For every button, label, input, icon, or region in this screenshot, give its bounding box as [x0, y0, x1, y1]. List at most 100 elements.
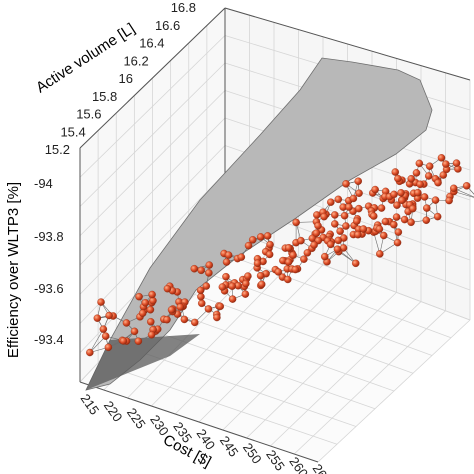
- data-point: [228, 282, 236, 290]
- data-point: [416, 180, 424, 189]
- y-tick-label: -93.4: [34, 332, 64, 347]
- data-point: [284, 244, 293, 252]
- data-point: [336, 227, 344, 235]
- data-point: [190, 264, 199, 273]
- data-point: [224, 251, 233, 259]
- data-point: [222, 272, 230, 281]
- data-point: [412, 169, 421, 177]
- data-point: [380, 231, 388, 240]
- data-point: [354, 177, 362, 185]
- data-point: [353, 217, 361, 225]
- z-tick-label: 15.6: [76, 107, 101, 122]
- data-point: [197, 292, 205, 301]
- data-point: [218, 283, 227, 291]
- mesh-edge: [89, 335, 106, 353]
- data-point: [86, 348, 94, 357]
- tick-labels: 215220225230235240245250255260265-93.4-9…: [34, 0, 334, 474]
- z-tick-label: 16.8: [171, 0, 196, 15]
- data-point: [433, 212, 442, 221]
- data-point: [197, 299, 206, 308]
- data-point: [314, 222, 322, 230]
- y-tick-label: -93.8: [34, 229, 64, 244]
- data-point: [104, 343, 113, 352]
- data-point: [450, 184, 458, 193]
- data-point: [197, 266, 205, 275]
- data-point: [422, 216, 431, 224]
- data-point: [398, 196, 406, 204]
- data-point: [415, 159, 424, 168]
- data-point: [354, 230, 362, 239]
- z-tick-label: 16.4: [139, 36, 164, 51]
- mesh-edge: [373, 232, 381, 254]
- x-tick-label: 225: [124, 405, 149, 431]
- data-point: [310, 241, 318, 249]
- data-point: [312, 229, 321, 237]
- data-point: [370, 212, 378, 220]
- x-tick-label: 245: [217, 433, 242, 459]
- data-point: [393, 238, 402, 247]
- data-point: [138, 309, 147, 317]
- data-point: [289, 251, 297, 259]
- data-point: [327, 198, 335, 206]
- data-point: [253, 259, 262, 268]
- data-point: [400, 215, 409, 224]
- data-point: [244, 241, 253, 250]
- data-point: [119, 337, 128, 345]
- data-point: [237, 253, 246, 261]
- data-point: [321, 252, 329, 261]
- data-point: [425, 172, 433, 180]
- data-point: [345, 203, 353, 211]
- data-point: [434, 178, 442, 187]
- data-point: [130, 327, 139, 336]
- data-point: [390, 220, 398, 229]
- data-point: [101, 332, 110, 340]
- data-point: [375, 225, 384, 233]
- data-point: [394, 228, 403, 236]
- data-point: [292, 218, 300, 227]
- data-point: [394, 174, 402, 183]
- data-point: [163, 315, 171, 324]
- surface-shadow: [86, 334, 200, 390]
- data-point: [274, 268, 283, 276]
- data-point: [303, 249, 312, 257]
- data-point: [180, 315, 189, 324]
- data-point: [393, 201, 401, 209]
- data-point: [331, 211, 339, 219]
- data-point: [105, 311, 113, 320]
- data-point: [355, 189, 363, 197]
- data-point: [414, 188, 422, 197]
- z-tick-label: 15.2: [45, 142, 70, 157]
- data-point: [376, 250, 384, 258]
- data-point: [326, 240, 335, 249]
- data-point: [391, 168, 400, 176]
- data-point: [397, 189, 405, 197]
- data-point: [265, 250, 274, 259]
- y-axis-label: Efficiency over WLTP3 [%]: [5, 182, 22, 358]
- data-point: [300, 255, 308, 263]
- data-point: [439, 171, 448, 179]
- data-point: [333, 245, 342, 253]
- data-point: [228, 295, 237, 303]
- data-point: [248, 236, 257, 244]
- data-point: [452, 159, 461, 167]
- data-point: [392, 213, 401, 221]
- data-point: [222, 258, 231, 266]
- y-tick-label: -93.6: [34, 281, 64, 296]
- data-point: [371, 185, 379, 194]
- data-point: [167, 306, 176, 314]
- data-point: [407, 175, 415, 183]
- data-point: [390, 190, 398, 199]
- data-point: [213, 313, 221, 322]
- data-point: [334, 195, 343, 204]
- data-point: [146, 305, 155, 314]
- data-point: [242, 279, 250, 288]
- data-point: [205, 269, 213, 277]
- data-point: [191, 318, 199, 327]
- data-point: [205, 261, 214, 269]
- data-point: [93, 314, 102, 322]
- mesh-edge: [89, 328, 104, 353]
- data-point: [381, 217, 390, 226]
- data-point: [147, 318, 155, 326]
- data-point: [442, 160, 450, 168]
- data-point: [462, 182, 471, 190]
